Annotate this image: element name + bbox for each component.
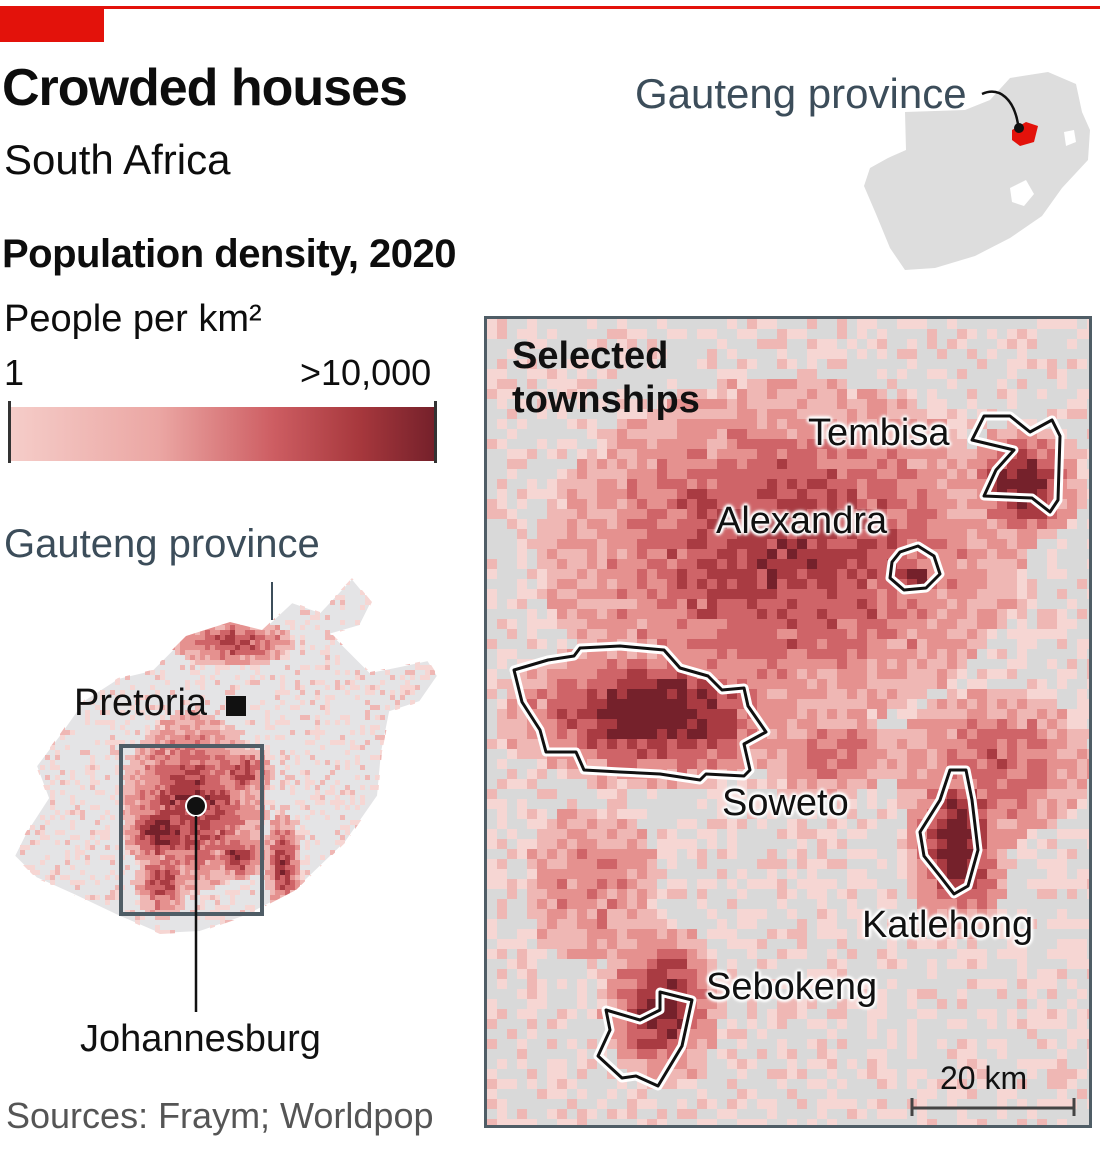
legend-tick-right xyxy=(434,401,437,463)
gauteng-province-map xyxy=(12,576,440,1012)
legend-max-label: >10,000 xyxy=(300,352,432,393)
johannesburg-circle-marker xyxy=(185,795,207,817)
legend-unit: People per km² xyxy=(4,298,262,340)
gauteng-locator-dot xyxy=(1014,123,1024,133)
township-label-soweto: Soweto xyxy=(722,782,849,824)
inset-leader-line xyxy=(981,90,1020,125)
chart-subtitle: South Africa xyxy=(4,136,231,183)
township-label-alexandra: Alexandra xyxy=(716,500,888,542)
top-red-rule xyxy=(0,6,1100,9)
legend-tick-left xyxy=(8,401,11,463)
top-red-tag xyxy=(0,6,104,42)
detail-extent-box xyxy=(119,744,264,916)
pretoria-square-marker xyxy=(226,696,246,716)
city-label-johannesburg: Johannesburg xyxy=(80,1018,321,1060)
chart-title: Crowded houses xyxy=(2,59,408,117)
south-africa-inset-map xyxy=(864,72,1090,270)
township-label-sebokeng: Sebokeng xyxy=(706,966,878,1008)
inset-label: Gauteng province xyxy=(635,70,967,117)
province-label: Gauteng province xyxy=(4,522,320,566)
city-label-pretoria: Pretoria xyxy=(74,682,208,724)
eswatini-cutout xyxy=(1064,130,1076,146)
township-label-tembisa: Tembisa xyxy=(808,412,950,454)
legend-min-label: 1 xyxy=(4,352,25,393)
source-note: Sources: Fraym; Worldpop xyxy=(6,1095,434,1136)
lesotho-cutout xyxy=(1010,180,1034,206)
township-label-katlehong: Katlehong xyxy=(862,904,1034,946)
south-africa-shape xyxy=(864,72,1090,270)
legend-title: Population density, 2020 xyxy=(2,232,457,276)
scale-bar-label: 20 km xyxy=(940,1060,1028,1096)
detail-map-title: Selected townships xyxy=(512,335,700,421)
legend-color-ramp xyxy=(10,407,436,461)
